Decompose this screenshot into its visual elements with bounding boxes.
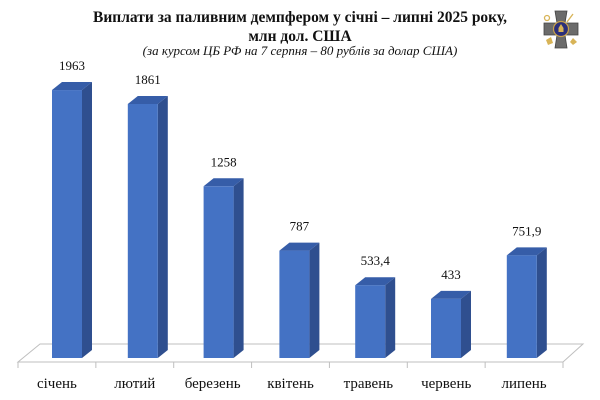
bar-лютий: 1861 — [127, 72, 168, 358]
bar-липень: 751,9 — [506, 223, 547, 358]
military-cross-emblem-icon — [543, 10, 579, 49]
x-axis-label: травень — [344, 376, 394, 392]
chart-floor — [16, 343, 585, 368]
value-label: 433 — [441, 267, 461, 282]
bar-січень: 1963 — [52, 58, 92, 358]
bar-квітень: 787 — [279, 219, 320, 358]
value-label: 533,4 — [361, 253, 391, 268]
chart-subtitle: (за курсом ЦБ РФ на 7 серпня – 80 рублів… — [142, 43, 458, 58]
value-label: 751,9 — [512, 223, 541, 238]
x-axis-label: липень — [502, 376, 547, 392]
chart-title-line-2: млн дол. США — [248, 28, 352, 45]
x-axis-label: березень — [185, 376, 241, 392]
x-axis-labels: січень лютий березень квітень травень червень… — [37, 362, 547, 392]
x-axis-label: лютий — [114, 376, 155, 392]
bar-червень: 433 — [431, 267, 471, 358]
bar-травень: 533,4 — [355, 253, 396, 358]
value-label: 1258 — [211, 154, 237, 169]
value-label: 787 — [290, 219, 310, 234]
bar-березень: 1258 — [203, 154, 244, 358]
x-axis-label: квітень — [267, 376, 314, 392]
bars-group: 1963 1861 1258 787 533,4 433 751,9 — [52, 58, 547, 358]
x-axis-label: січень — [37, 376, 77, 392]
x-axis-label: червень — [421, 376, 471, 392]
value-label: 1963 — [59, 58, 85, 73]
chart-title-line-1: Виплати за паливним демпфером у січні – … — [93, 9, 507, 26]
value-label: 1861 — [135, 72, 161, 87]
